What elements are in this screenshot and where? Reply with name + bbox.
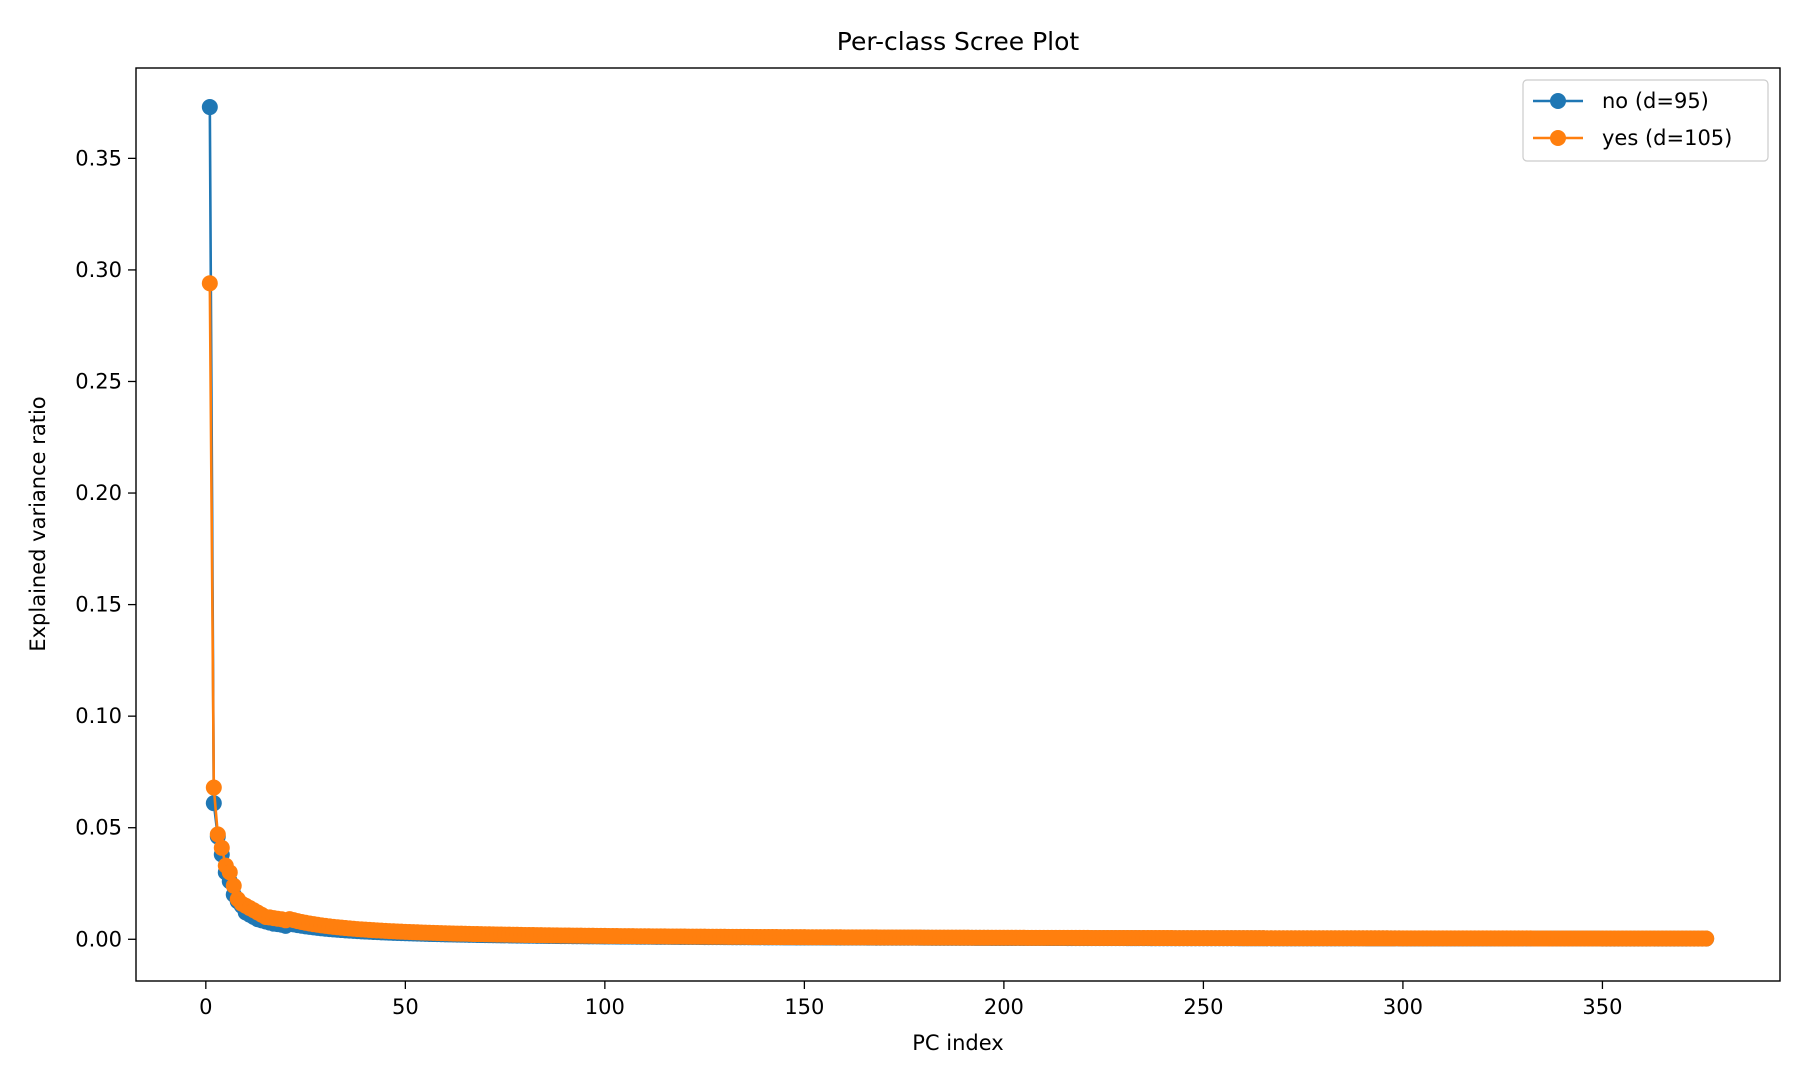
data-point [221,864,238,881]
y-tick-label: 0.30 [75,258,122,282]
axes-frame [135,67,1781,982]
data-point [213,839,230,856]
x-tick-label: 250 [1183,995,1223,1019]
data-point [201,99,218,116]
y-axis: 0.00 0.05 0.10 0.15 0.20 0.25 0.30 0.35 [75,146,136,951]
data-point [225,877,242,894]
data-point [205,795,222,812]
x-tick-label: 150 [784,995,824,1019]
data-point [205,779,222,796]
y-tick-label: 0.10 [75,704,122,728]
x-axis: 0 50 100 150 200 250 300 350 [199,981,1622,1019]
y-tick-label: 0.15 [75,593,122,617]
plot-area [201,99,1715,947]
legend-box [1522,79,1769,162]
y-tick-label: 0.00 [75,927,122,951]
x-tick-label: 350 [1582,995,1622,1019]
x-tick-label: 100 [585,995,625,1019]
legend-label-no: no (d=95) [1602,89,1709,113]
y-tick-label: 0.05 [75,816,122,840]
legend: no (d=95) yes (d=105) [1522,79,1769,162]
y-tick-label: 0.25 [75,369,122,393]
series-yes [201,275,1715,947]
x-tick-label: 0 [199,995,212,1019]
x-tick-label: 300 [1383,995,1423,1019]
chart-title: Per-class Scree Plot [837,27,1080,56]
data-point [209,826,226,843]
x-tick-label: 50 [392,995,419,1019]
x-axis-label: PC index [912,1031,1003,1055]
legend-label-yes: yes (d=105) [1602,126,1732,150]
legend-marker-no [1550,93,1566,109]
y-tick-label: 0.35 [75,146,122,170]
y-tick-label: 0.20 [75,481,122,505]
y-axis-label: Explained variance ratio [26,396,50,651]
data-point [1698,930,1715,947]
x-tick-label: 200 [984,995,1024,1019]
legend-marker-yes [1550,130,1566,146]
data-point [201,275,218,292]
